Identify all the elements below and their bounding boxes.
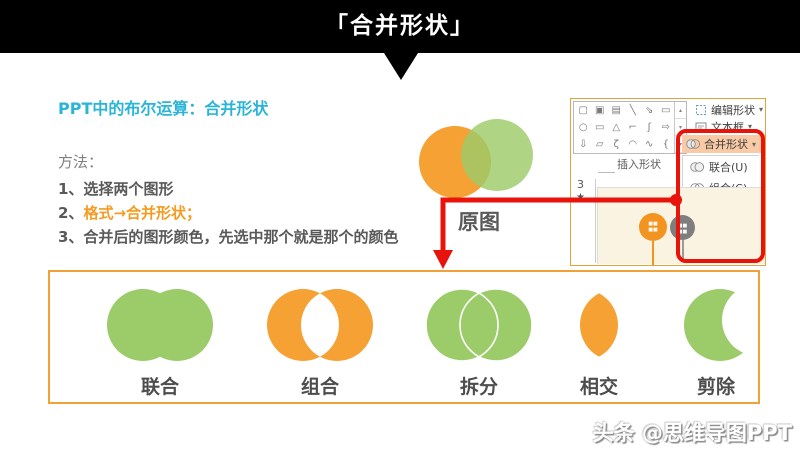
results-box: 联合 组合 拆分 相交 剪除 [48, 270, 760, 404]
page-title: 「合并形状」 [325, 13, 475, 39]
shape-icon[interactable]: ▤ [611, 105, 621, 116]
shape-icon[interactable]: { [662, 139, 669, 150]
result-label-fragment: 拆分 [459, 376, 498, 398]
subtract-result-shape [684, 289, 756, 361]
lead-heading: PPT中的布尔运算：合并形状 [58, 99, 269, 118]
result-label-subtract: 剪除 [696, 376, 735, 398]
shape-icon[interactable]: ▭ [595, 122, 605, 133]
mindmap-node-orange: ■■ ■■ [639, 213, 667, 241]
node-text: ■■ [677, 223, 688, 229]
shape-icon[interactable]: ▱ [595, 139, 604, 150]
shape-icon[interactable]: ▭ [661, 105, 671, 116]
shape-icon[interactable]: ◠ [628, 139, 638, 150]
original-caption: 原图 [458, 210, 500, 234]
method-list: 方法： 1、选择两个图形 2、格式→合并形状； 3、合并后的图形颜色，先选中那个… [58, 150, 448, 249]
node-text: ■■ [648, 227, 658, 233]
shape-icon[interactable]: ╲ [629, 105, 636, 116]
connector-line [682, 240, 684, 262]
edit-shape-label: 编辑形状 [711, 103, 755, 117]
shape-icon[interactable]: ζ [613, 139, 619, 150]
result-label-union: 联合 [140, 376, 179, 398]
union-result-shape [107, 289, 213, 361]
shape-icon[interactable]: ʃ [647, 122, 651, 133]
shape-icon[interactable]: ▣ [595, 105, 605, 116]
shape-icon[interactable]: ∿ [645, 139, 654, 150]
header-pointer-triangle [384, 53, 418, 80]
step2-prefix: 2、 [58, 204, 84, 222]
menu-item-label: 联合(U) [709, 160, 748, 174]
watermark: 头条 @思维导图PPT [592, 421, 792, 445]
fragment-result-shape [425, 288, 533, 362]
result-label-intersect: 相交 [579, 376, 618, 398]
header-bar: 「合并形状」 [0, 0, 800, 53]
method-step-2: 2、格式→合并形状； [58, 201, 448, 225]
shape-gallery-grid: ▢ ▣ ▤ ╲ ⇘ ▭ ○ ▭ △ ⌐ ʃ ⇨ ⇩ ▱ ζ ◠ ∿ { [575, 102, 674, 153]
shape-icon[interactable]: ⇨ [661, 122, 670, 133]
chevron-down-icon: ▾ [752, 139, 757, 149]
combine-result-shape [267, 289, 373, 361]
insert-shapes-group-label: 插入形状 [617, 158, 661, 171]
edit-shape-icon [696, 104, 706, 115]
shape-icon[interactable]: ⌐ [628, 122, 637, 133]
shape-icon[interactable]: △ [612, 122, 621, 133]
merge-shapes-icon [686, 139, 700, 149]
result-label-combine: 组合 [300, 376, 339, 398]
shape-icon[interactable]: ⇘ [645, 105, 654, 116]
shape-gallery: ▢ ▣ ▤ ╲ ⇘ ▭ ○ ▭ △ ⌐ ʃ ⇨ ⇩ ▱ ζ ◠ ∿ { ▴ [573, 101, 687, 154]
slide-panel-divider [595, 179, 596, 263]
step2-highlight: 格式→合并形状； [83, 204, 202, 222]
shape-icon[interactable]: ○ [578, 122, 588, 133]
star-icon: ★ [576, 192, 585, 203]
method-label: 方法： [58, 153, 104, 171]
node-text: ■■ [677, 229, 688, 235]
chevron-down-icon: ▾ [748, 122, 753, 131]
merge-shapes-label: 合并形状 [704, 138, 748, 151]
text-box-icon [695, 122, 707, 131]
slide-number: 3 [577, 178, 584, 191]
gallery-scroll-up-icon[interactable]: ▴ [675, 102, 686, 119]
connector-line [652, 241, 654, 265]
union-icon [690, 161, 704, 172]
edit-shape-button[interactable]: 编辑形状 ▾ [695, 101, 763, 118]
shape-icon[interactable]: ⇩ [579, 139, 588, 150]
intersect-result-shape [580, 289, 618, 361]
gallery-more-icon[interactable]: ▾ [675, 136, 686, 153]
chevron-down-icon: ▾ [759, 105, 764, 114]
menu-item-union[interactable]: 联合(U) [683, 156, 759, 177]
original-circles-figure [419, 119, 533, 198]
shape-icon[interactable]: ▢ [578, 105, 588, 116]
red-highlight-box [676, 129, 765, 263]
merge-shapes-button[interactable]: 合并形状 ▾ [682, 135, 765, 153]
method-step-1: 1、选择两个图形 [58, 180, 174, 198]
green-circle [461, 119, 533, 191]
method-step-3: 3、合并后的图形颜色，先选中那个就是那个的颜色 [58, 228, 399, 246]
ribbon-divider [598, 172, 615, 173]
